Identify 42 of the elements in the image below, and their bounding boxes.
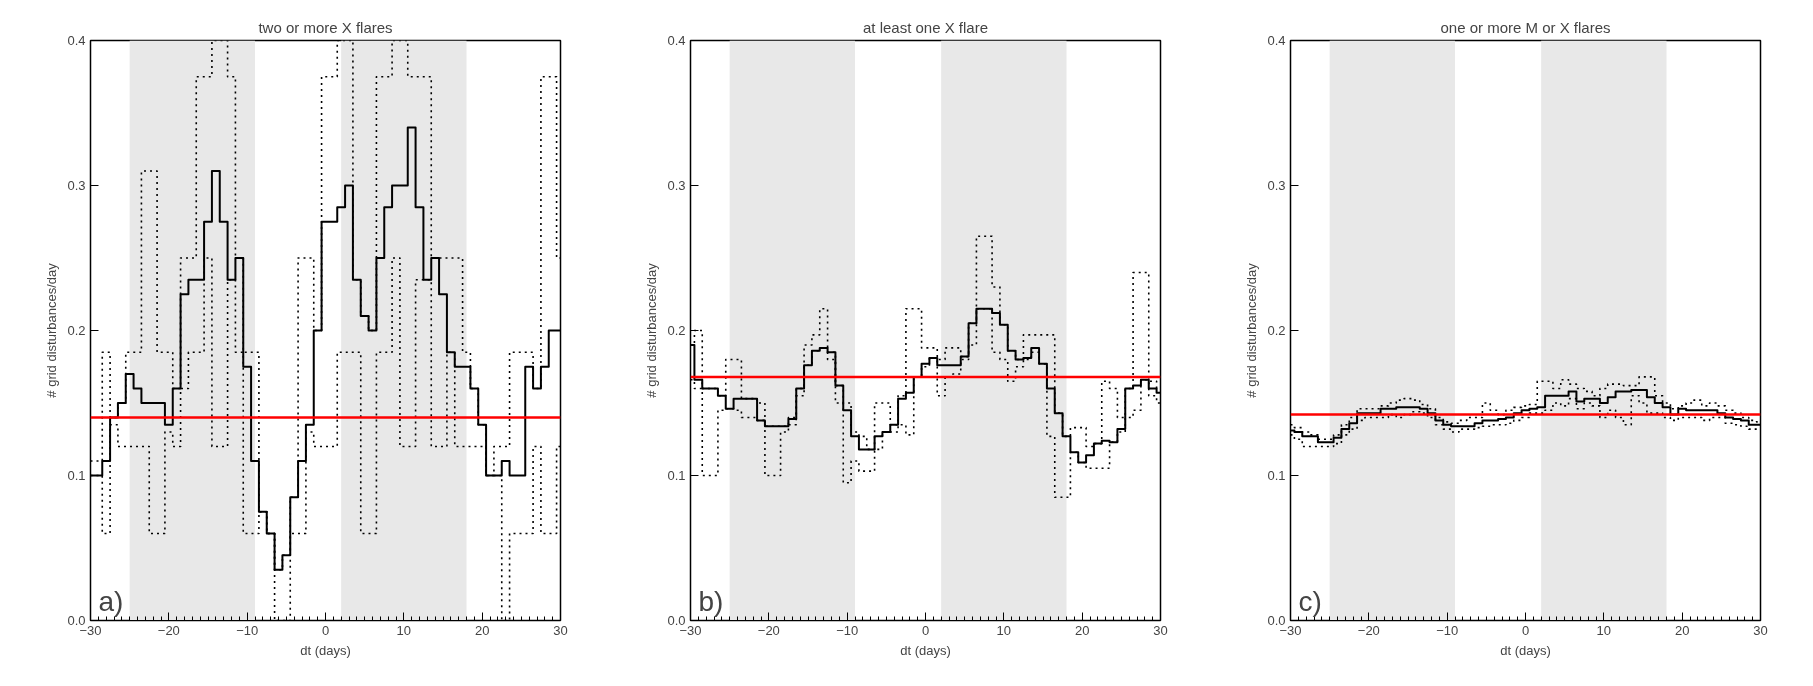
x-tick-label: 30	[1753, 622, 1768, 638]
x-tick-label: 10	[1596, 622, 1612, 638]
x-axis-title: dt (days)	[1500, 642, 1551, 658]
y-axis-title: # grid disturbances/day	[44, 262, 60, 398]
y-tick-label: 0.1	[1267, 468, 1286, 483]
y-tick-label: 0.2	[67, 323, 86, 338]
x-tick-label: 30	[1153, 622, 1168, 638]
y-tick-label: 0.2	[1267, 323, 1286, 338]
y-axis-title: # grid disturbances/day	[644, 262, 660, 398]
x-tick-label: 0	[1521, 622, 1530, 638]
y-tick-label: 0.1	[67, 468, 86, 483]
annotation: c)	[1298, 585, 1322, 617]
y-tick-label: 0.4	[1267, 33, 1286, 48]
x-tick-label: 0	[321, 622, 330, 638]
x-tick-label: 10	[996, 622, 1012, 638]
x-tick-label: −10	[236, 622, 259, 638]
y-tick-label: 0.4	[667, 33, 686, 48]
chart-title: at least one X flare	[862, 18, 989, 36]
y-tick-label: 0.4	[67, 33, 86, 48]
x-tick-label: 0	[921, 622, 930, 638]
x-tick-label: −20	[757, 622, 780, 638]
y-tick-label: 0.2	[667, 323, 686, 338]
y-axis-title: # grid disturbances/day	[1244, 262, 1260, 398]
x-tick-label: 10	[396, 622, 412, 638]
x-tick-label: 20	[1074, 622, 1090, 638]
chart-title: two or more X flares	[258, 18, 393, 36]
x-tick-label: −20	[157, 622, 180, 638]
x-axis-title: dt (days)	[900, 642, 951, 658]
chart-title: one or more M or X flares	[1440, 18, 1611, 36]
annotation: b)	[698, 585, 724, 617]
annotation: a)	[98, 585, 124, 617]
x-tick-label: −10	[836, 622, 859, 638]
x-tick-label: 20	[1674, 622, 1690, 638]
x-axis-title: dt (days)	[300, 642, 351, 658]
y-tick-label: 0.3	[67, 178, 86, 193]
y-tick-label: 0.3	[667, 178, 686, 193]
x-tick-label: 20	[474, 622, 490, 638]
y-tick-label: 0.1	[667, 468, 686, 483]
x-tick-label: −10	[1436, 622, 1459, 638]
x-tick-label: 30	[553, 622, 568, 638]
x-tick-label: −20	[1357, 622, 1380, 638]
y-tick-label: 0.3	[1267, 178, 1286, 193]
